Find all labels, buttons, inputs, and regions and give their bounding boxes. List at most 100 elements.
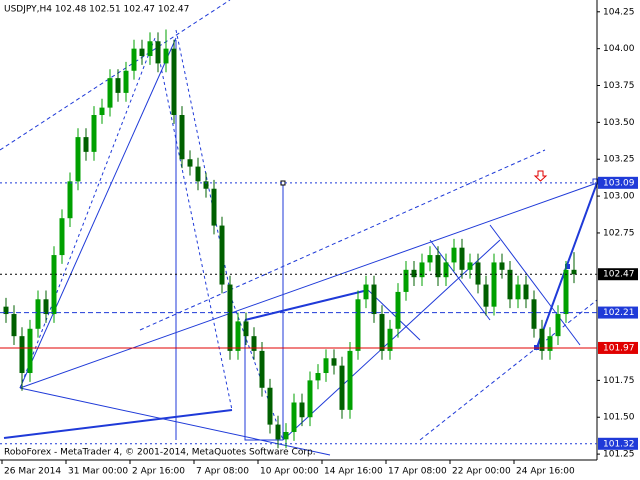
candle-body: [491, 262, 497, 307]
x-tick-label: 26 Mar 2014: [4, 467, 61, 477]
candle-body: [51, 255, 57, 315]
wave-line: [244, 320, 283, 441]
x-tick-label: 7 Apr 08:00: [196, 467, 249, 477]
price-label-box: [598, 268, 638, 281]
candle-body: [435, 255, 441, 278]
candle-body: [107, 78, 113, 108]
price-label: 103.09: [603, 178, 635, 188]
candle-body: [427, 255, 433, 263]
candle-body: [275, 424, 281, 440]
candle-body: [83, 137, 89, 152]
channel-line: [419, 299, 598, 441]
candle-body: [547, 336, 553, 351]
candle-body: [187, 159, 193, 167]
candle-body: [419, 262, 425, 278]
candle-body: [259, 350, 265, 388]
candle-body: [211, 188, 217, 226]
y-tick-label: 101.75: [603, 376, 635, 386]
y-tick-label: 102.75: [603, 228, 635, 238]
sell-arrow: [533, 170, 548, 182]
y-tick-label: 103.75: [603, 81, 635, 91]
candle-body: [27, 328, 33, 374]
y-tick-label: 103.00: [603, 192, 635, 202]
candle-body: [19, 336, 25, 374]
candle-body: [99, 107, 105, 115]
channel-line: [139, 149, 546, 331]
candle-body: [227, 284, 233, 351]
point-marker: [565, 264, 570, 269]
candle-body: [171, 48, 177, 115]
copyright: RoboForex - MetaTrader 4, © 2001-2014, M…: [4, 448, 316, 458]
candle-body: [91, 115, 97, 152]
x-tick-label: 14 Apr 16:00: [324, 467, 383, 477]
candle-body: [331, 358, 337, 366]
candle-body: [251, 336, 257, 351]
y-tick-label: 101.50: [603, 413, 635, 423]
candle-body: [523, 284, 529, 300]
candle-body: [507, 269, 513, 300]
candle-body: [11, 314, 17, 337]
wave-line: [175, 29, 284, 441]
candle-body: [387, 328, 393, 351]
x-tick-label: 2 Apr 16:00: [132, 467, 185, 477]
candle-body: [571, 269, 577, 275]
candle-body: [483, 284, 489, 307]
y-tick-label: 104.25: [603, 7, 635, 17]
candle-body: [299, 402, 305, 418]
candle-body: [115, 78, 121, 93]
x-tick-label: 10 Apr 00:00: [260, 467, 319, 477]
candle-body: [139, 48, 145, 57]
trend-line: [19, 182, 598, 389]
price-label: 102.47: [603, 270, 635, 280]
candle-body: [443, 262, 449, 278]
candle-body: [131, 48, 137, 71]
candle-body: [59, 218, 65, 256]
chart-title: USDJPY,H4 102.48 102.51 102.47 102.47: [4, 5, 189, 15]
candle-body: [75, 137, 81, 182]
candle-body: [3, 306, 9, 315]
trend-line: [367, 289, 421, 341]
candle-body: [403, 269, 409, 292]
y-tick-label: 103.50: [603, 118, 635, 128]
candle-body: [499, 262, 505, 270]
candle-body: [339, 365, 345, 410]
candle-body: [243, 321, 249, 337]
candle-body: [379, 314, 385, 351]
candle-body: [555, 314, 561, 337]
x-tick-label: 24 Apr 16:00: [516, 467, 575, 477]
trend-line: [489, 224, 581, 346]
y-tick-label: 103.25: [603, 155, 635, 165]
candle-body: [371, 284, 377, 315]
candle-body: [355, 299, 361, 351]
candle-body: [515, 284, 521, 300]
trend-line: [429, 239, 491, 321]
candle-body: [459, 247, 465, 270]
y-tick-label: 104.00: [603, 44, 635, 54]
price-label-box: [598, 176, 638, 189]
y-tick-label: 101.25: [603, 450, 635, 460]
candle-body: [219, 225, 225, 285]
candle-body: [307, 380, 313, 418]
candle-body: [363, 284, 369, 300]
candle-body: [203, 181, 209, 189]
candle-body: [347, 350, 353, 410]
channel-line: [0, 0, 231, 151]
candle-body: [43, 299, 49, 315]
x-tick-label: 17 Apr 08:00: [388, 467, 447, 477]
candle-body: [67, 181, 73, 219]
price-label-box: [598, 306, 638, 319]
candle-body: [163, 48, 169, 64]
candle-body: [35, 299, 41, 329]
candle-body: [323, 358, 329, 374]
candle-body: [411, 269, 417, 278]
candle-body: [563, 269, 569, 315]
x-tick-label: 31 Mar 00:00: [68, 467, 128, 477]
candle-body: [123, 70, 129, 93]
price-label-box: [598, 437, 638, 450]
candle-body: [195, 166, 201, 182]
trend-line: [3, 409, 233, 439]
price-label-box: [598, 341, 638, 354]
price-label: 102.21: [603, 308, 635, 318]
candle-body: [467, 262, 473, 270]
